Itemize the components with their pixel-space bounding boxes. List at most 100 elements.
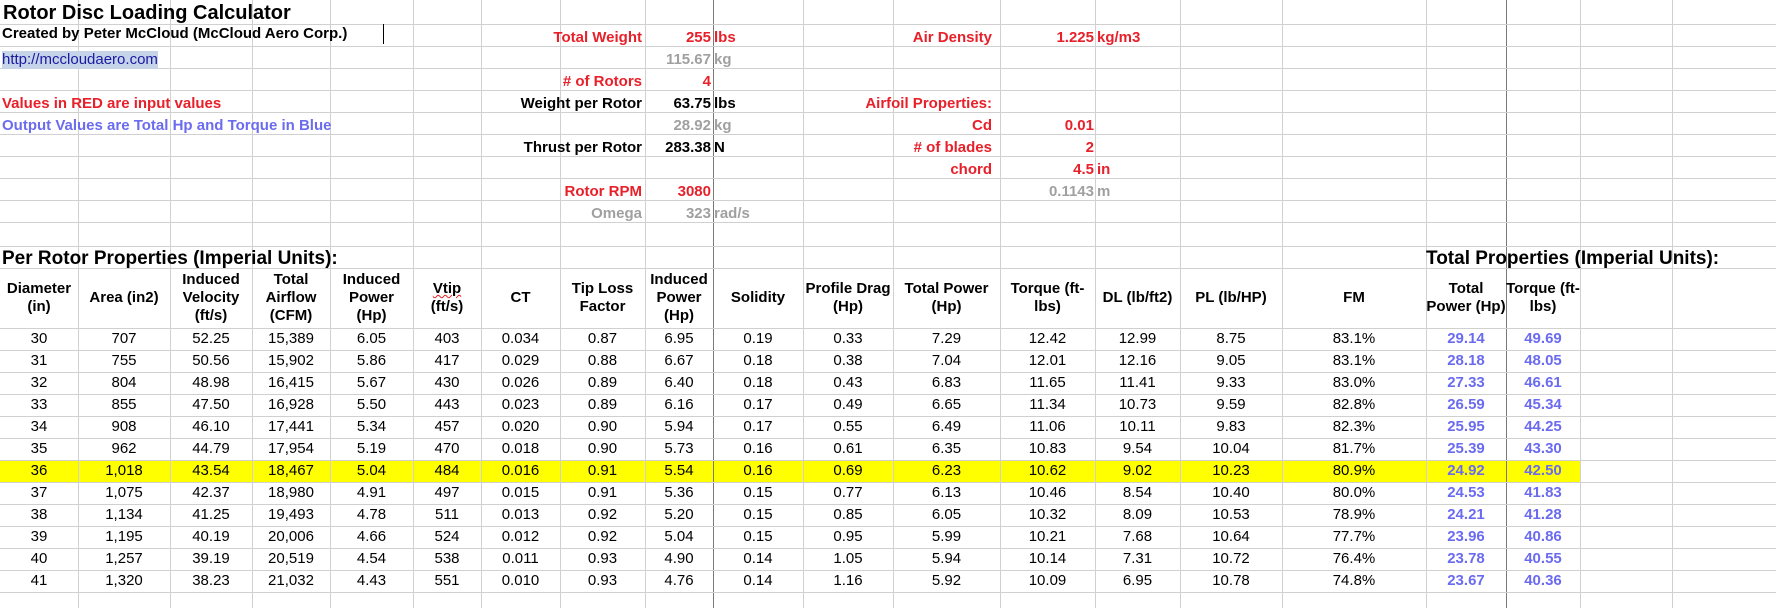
total-cell[interactable]: 24.92 <box>1447 462 1485 479</box>
table-cell[interactable]: 0.92 <box>587 506 618 523</box>
table-cell[interactable]: 0.010 <box>501 572 540 589</box>
table-cell[interactable]: 11.41 <box>1119 374 1156 391</box>
table-cell[interactable]: 0.011 <box>502 550 539 567</box>
total-cell[interactable]: 45.34 <box>1524 396 1562 413</box>
table-cell[interactable]: 32 <box>30 374 48 391</box>
table-cell[interactable]: 42.37 <box>192 484 230 501</box>
table-cell[interactable]: 5.99 <box>931 528 962 545</box>
total-cell[interactable]: 23.67 <box>1447 572 1485 589</box>
table-cell[interactable]: 6.35 <box>931 440 962 457</box>
table-cell[interactable]: 15,902 <box>268 352 314 369</box>
blades-input[interactable]: 2 <box>1085 139 1094 156</box>
table-cell[interactable]: 0.14 <box>743 572 773 589</box>
total-cell[interactable]: 24.21 <box>1447 506 1485 523</box>
table-cell[interactable]: 10.11 <box>1119 418 1156 435</box>
table-cell[interactable]: 7.04 <box>931 352 962 369</box>
table-cell[interactable]: 0.020 <box>501 418 540 435</box>
table-cell[interactable]: 1,134 <box>105 506 143 523</box>
table-cell[interactable]: 5.73 <box>664 440 694 457</box>
table-cell[interactable]: 43.54 <box>192 462 230 479</box>
table-cell[interactable]: 74.8% <box>1332 572 1376 589</box>
table-cell[interactable]: 0.14 <box>743 550 773 567</box>
table-cell[interactable]: 0.49 <box>833 396 863 413</box>
table-cell[interactable]: 804 <box>111 374 137 391</box>
total-cell[interactable]: 29.14 <box>1447 330 1485 347</box>
table-cell[interactable]: 962 <box>111 440 137 457</box>
table-cell[interactable]: 40 <box>30 550 48 567</box>
rotors-input[interactable]: 4 <box>702 73 711 90</box>
table-cell[interactable]: 0.90 <box>587 440 618 457</box>
table-cell[interactable]: 10.21 <box>1028 528 1067 545</box>
column-header[interactable]: Torque (ft-lbs) <box>1010 280 1085 315</box>
column-header[interactable]: DL (lb/ft2) <box>1102 289 1173 306</box>
table-cell[interactable]: 5.20 <box>664 506 694 523</box>
table-cell[interactable]: 83.1% <box>1332 352 1376 369</box>
table-cell[interactable]: 0.17 <box>743 396 773 413</box>
total-cell[interactable]: 48.05 <box>1524 352 1562 369</box>
table-cell[interactable]: 0.18 <box>743 374 773 391</box>
table-cell[interactable]: 0.77 <box>833 484 863 501</box>
table-cell[interactable]: 0.85 <box>833 506 863 523</box>
table-cell[interactable]: 0.15 <box>743 506 773 523</box>
table-cell[interactable]: 10.83 <box>1028 440 1067 457</box>
table-cell[interactable]: 5.67 <box>356 374 387 391</box>
table-cell[interactable]: 40.19 <box>192 528 230 545</box>
table-cell[interactable]: 80.0% <box>1332 484 1376 501</box>
table-cell[interactable]: 76.4% <box>1332 550 1376 567</box>
table-cell[interactable]: 11.65 <box>1029 374 1066 391</box>
table-cell[interactable]: 6.13 <box>931 484 962 501</box>
table-cell[interactable]: 1,075 <box>105 484 143 501</box>
table-cell[interactable]: 12.01 <box>1028 352 1067 369</box>
table-cell[interactable]: 9.54 <box>1122 440 1153 457</box>
table-cell[interactable]: 1,018 <box>105 462 143 479</box>
table-cell[interactable]: 4.66 <box>356 528 387 545</box>
table-cell[interactable]: 10.64 <box>1212 528 1250 545</box>
total-cell[interactable]: 28.18 <box>1447 352 1485 369</box>
created-by-cell[interactable]: Created by Peter McCloud (McCloud Aero C… <box>2 25 349 43</box>
table-cell[interactable]: 0.18 <box>743 352 773 369</box>
table-cell[interactable]: 0.15 <box>743 484 773 501</box>
table-cell[interactable]: 83.0% <box>1332 374 1376 391</box>
column-header[interactable]: Vtip (ft/s) <box>430 280 464 315</box>
table-cell[interactable]: 39.19 <box>192 550 230 567</box>
column-header[interactable]: Total Power (Hp) <box>904 280 989 315</box>
table-cell[interactable]: 8.54 <box>1122 484 1153 501</box>
table-cell[interactable]: 0.012 <box>501 528 540 545</box>
table-cell[interactable]: 8.09 <box>1122 506 1153 523</box>
total-cell[interactable]: 40.86 <box>1524 528 1562 545</box>
table-cell[interactable]: 707 <box>111 330 137 347</box>
total-cell[interactable]: 23.78 <box>1447 550 1485 567</box>
table-cell[interactable]: 31 <box>30 352 48 369</box>
total-cell[interactable]: 25.95 <box>1447 418 1485 435</box>
table-cell[interactable]: 20,519 <box>268 550 314 567</box>
table-cell[interactable]: 0.023 <box>501 396 540 413</box>
table-cell[interactable]: 0.93 <box>587 550 618 567</box>
table-cell[interactable]: 6.67 <box>664 352 694 369</box>
total-cell[interactable]: 24.53 <box>1447 484 1485 501</box>
column-header[interactable]: Induced Velocity (ft/s) <box>182 271 240 324</box>
table-cell[interactable]: 5.04 <box>664 528 694 545</box>
total-weight-input[interactable]: 255 <box>685 29 711 46</box>
table-cell[interactable]: 0.91 <box>587 484 618 501</box>
table-cell[interactable]: 0.16 <box>743 440 773 457</box>
table-cell[interactable]: 4.54 <box>356 550 387 567</box>
table-cell[interactable]: 524 <box>434 528 460 545</box>
column-header[interactable]: PL (lb/HP) <box>1195 289 1267 306</box>
table-cell[interactable]: 15,389 <box>268 330 314 347</box>
table-cell[interactable]: 9.59 <box>1216 396 1246 413</box>
table-cell[interactable]: 80.9% <box>1332 462 1376 479</box>
table-cell[interactable]: 0.43 <box>833 374 863 391</box>
table-cell[interactable]: 10.62 <box>1028 462 1067 479</box>
table-cell[interactable]: 12.99 <box>1118 330 1157 347</box>
table-cell[interactable]: 470 <box>434 440 460 457</box>
table-cell[interactable]: 52.25 <box>192 330 230 347</box>
rpm-input[interactable]: 3080 <box>677 183 711 200</box>
table-cell[interactable]: 5.04 <box>356 462 387 479</box>
table-cell[interactable]: 4.90 <box>664 550 694 567</box>
table-cell[interactable]: 484 <box>434 462 460 479</box>
column-header[interactable]: Profile Drag (Hp) <box>805 280 891 315</box>
table-cell[interactable]: 1.16 <box>833 572 863 589</box>
table-cell[interactable]: 0.029 <box>501 352 540 369</box>
table-cell[interactable]: 9.33 <box>1216 374 1246 391</box>
